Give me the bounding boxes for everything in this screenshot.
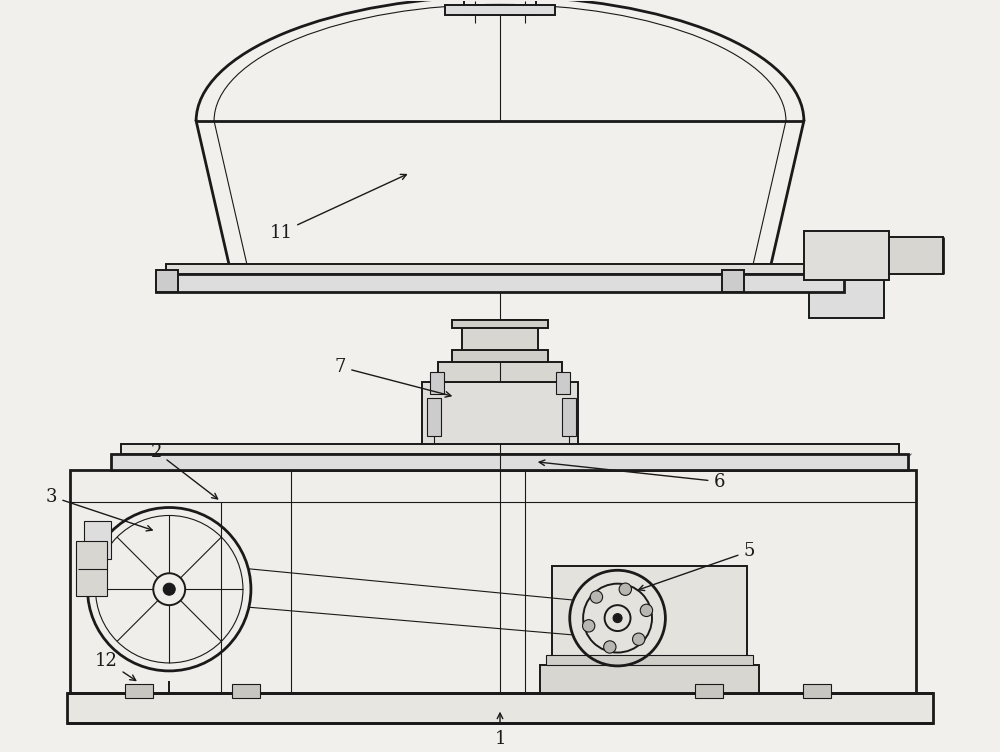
Bar [422, 382, 578, 444]
Bar [540, 665, 759, 693]
Bar [70, 470, 916, 693]
Bar [452, 350, 548, 362]
Bar [121, 444, 899, 453]
Text: 3: 3 [46, 487, 152, 531]
Bar [125, 684, 153, 698]
Circle shape [619, 583, 631, 596]
Text: 2: 2 [151, 443, 218, 499]
Bar [156, 274, 844, 293]
Bar [232, 684, 260, 698]
Bar [438, 362, 562, 382]
Bar [166, 265, 834, 274]
Circle shape [613, 614, 622, 623]
Bar [562, 398, 576, 435]
Bar [76, 541, 107, 596]
Circle shape [590, 591, 603, 603]
Circle shape [163, 584, 175, 595]
Bar [111, 453, 908, 470]
Bar [67, 693, 933, 723]
Bar [84, 521, 111, 559]
Bar [427, 398, 441, 435]
Bar [156, 271, 178, 293]
Text: 5: 5 [639, 542, 755, 590]
Text: 12: 12 [95, 652, 136, 681]
Circle shape [583, 620, 595, 632]
Bar [809, 280, 884, 318]
Bar [546, 655, 753, 665]
Bar [889, 237, 943, 274]
Text: 7: 7 [335, 358, 451, 397]
Bar [445, 5, 555, 15]
Text: 1: 1 [494, 713, 506, 747]
Bar [803, 684, 831, 698]
Bar [430, 372, 444, 394]
Bar [452, 320, 548, 328]
Circle shape [633, 633, 645, 645]
Bar [722, 271, 744, 293]
Bar [462, 320, 538, 350]
Bar [556, 372, 570, 394]
Text: 6: 6 [539, 460, 725, 490]
Circle shape [604, 641, 616, 653]
Bar [552, 566, 747, 669]
Bar [804, 231, 889, 280]
Bar [695, 684, 723, 698]
Circle shape [640, 604, 653, 617]
Text: 11: 11 [269, 174, 406, 241]
